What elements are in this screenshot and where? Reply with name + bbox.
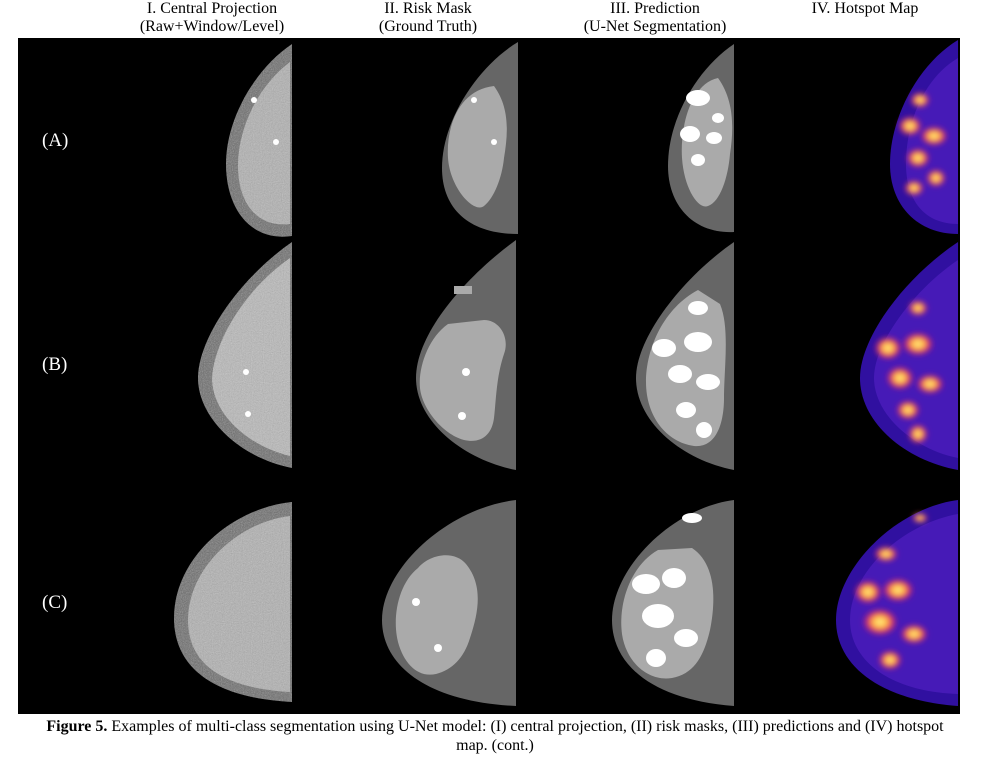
- row-c-images: [174, 500, 958, 706]
- row-label-a: (A): [42, 130, 69, 151]
- column-title: III. Prediction: [610, 0, 700, 17]
- figure-panel: (A) (B) (C): [18, 38, 960, 714]
- column-header-2: II. Risk Mask (Ground Truth): [333, 0, 523, 36]
- caption-label: Figure 5.: [46, 718, 108, 735]
- column-title: I. Central Projection: [146, 0, 278, 17]
- row-b-images: [198, 240, 958, 470]
- column-title: IV. Hotspot Map: [811, 0, 919, 17]
- column-header-1: I. Central Projection (Raw+Window/Level): [112, 0, 312, 36]
- figure-caption: Figure 5. Examples of multi-class segmen…: [30, 717, 960, 755]
- column-subtitle: (U-Net Segmentation): [583, 18, 727, 35]
- caption-text: Examples of multi-class segmentation usi…: [107, 718, 944, 754]
- figure-image: [174, 40, 958, 706]
- column-subtitle: (Raw+Window/Level): [139, 18, 285, 35]
- column-subtitle: (Ground Truth): [378, 18, 478, 35]
- row-a-images: [226, 40, 958, 237]
- column-title: II. Risk Mask: [384, 0, 472, 17]
- column-header-4: IV. Hotspot Map: [780, 0, 950, 18]
- row-label-b: (B): [42, 354, 68, 375]
- row-label-c: (C): [42, 592, 68, 613]
- column-header-3: III. Prediction (U-Net Segmentation): [555, 0, 755, 36]
